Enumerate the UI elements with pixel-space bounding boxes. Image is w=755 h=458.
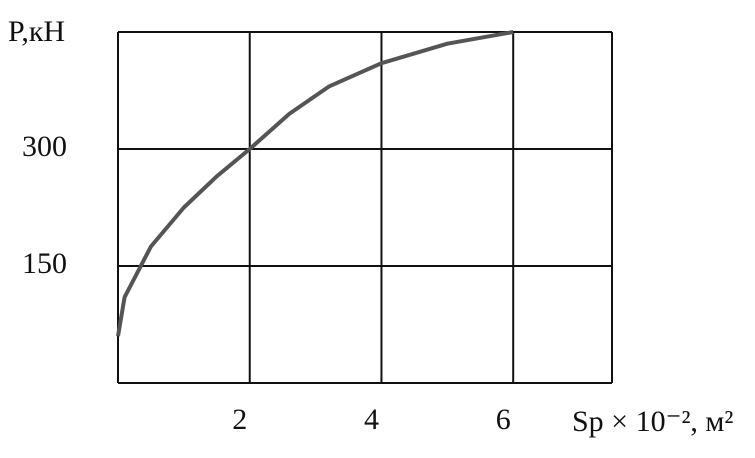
y-tick-label: 150: [22, 247, 67, 280]
curve: [116, 30, 514, 337]
y-axis-label: P,кН: [8, 15, 65, 48]
x-axis-label: Sp × 10⁻², м²: [572, 405, 733, 438]
x-tick-label: 6: [496, 403, 511, 436]
x-tick-label: 4: [364, 403, 379, 436]
x-tick-label: 2: [232, 403, 247, 436]
y-tick-label: 300: [22, 130, 67, 163]
